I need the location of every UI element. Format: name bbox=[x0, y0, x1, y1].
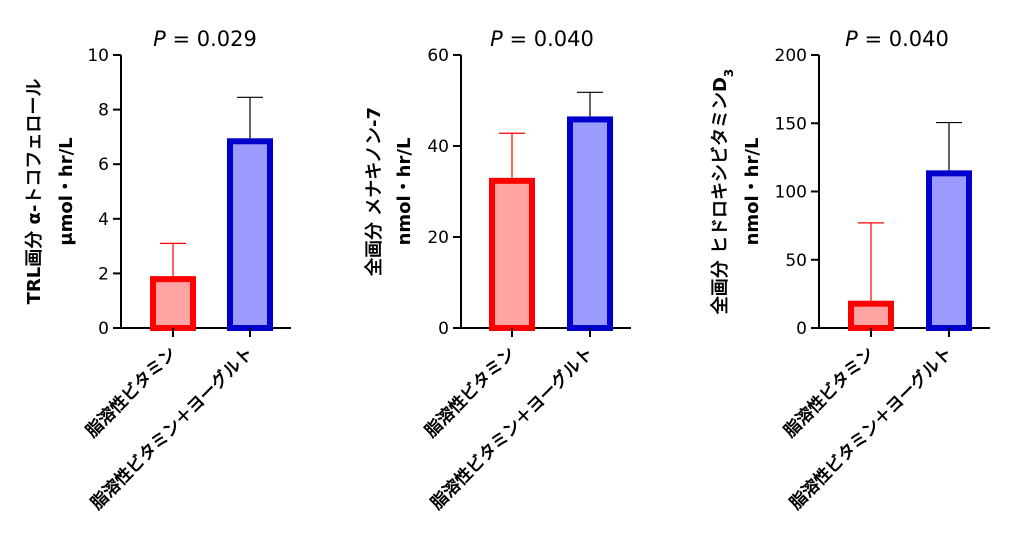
bar-2 bbox=[926, 170, 972, 331]
title-p-symbol: P bbox=[153, 27, 166, 51]
y-tick-label: 50 bbox=[785, 251, 807, 271]
x-category-label: 脂溶性ビタミン＋ヨーグルト bbox=[86, 343, 257, 514]
chart-panel-3: P = 0.040 0 50 100 150 200 全画分 ヒドロキシビタミンD3 nmol… bbox=[709, 27, 990, 514]
y-axis-unit-label: nmol・hr/L bbox=[742, 138, 763, 246]
y-tick-label: 60 bbox=[427, 46, 449, 66]
y-tick-label: 40 bbox=[427, 137, 449, 157]
x-category-label: 脂溶性ビタミン＋ヨーグルト bbox=[785, 343, 956, 514]
y-axis-label-subscript: 3 bbox=[722, 69, 736, 77]
y-axis-label: TRL画分 α-トコフェロール bbox=[24, 79, 45, 305]
chart-panel-2: P = 0.040 0 20 40 60 全画分 メナキノン-7 nmol・hr/L 脂溶性ビ… bbox=[363, 27, 631, 514]
y-tick-label: 0 bbox=[796, 319, 807, 339]
x-category-label: 脂溶性ビタミン＋ヨーグルト bbox=[426, 343, 597, 514]
y-axis-label: 全画分 ヒドロキシビタミンD3 bbox=[709, 69, 736, 316]
chart-title: P = 0.040 bbox=[490, 27, 594, 51]
y-tick-label: 100 bbox=[775, 183, 807, 203]
y-tick-label: 0 bbox=[98, 319, 109, 339]
y-axis-label: 全画分 メナキノン-7 bbox=[363, 107, 385, 277]
y-tick-label: 4 bbox=[98, 210, 109, 230]
y-tick-label: 2 bbox=[98, 264, 109, 284]
bar-2 bbox=[567, 116, 613, 331]
y-axis-unit-label: μmol・hr/L bbox=[56, 137, 77, 245]
title-p-value: = 0.040 bbox=[503, 27, 594, 51]
y-tick-label: 150 bbox=[775, 114, 807, 134]
title-p-value: = 0.040 bbox=[858, 27, 949, 51]
bar-1 bbox=[489, 177, 535, 331]
y-tick-label: 6 bbox=[98, 155, 109, 175]
y-tick-label: 8 bbox=[98, 101, 109, 121]
y-axis-unit-label: nmol・hr/L bbox=[394, 138, 415, 246]
chart-title: P = 0.040 bbox=[845, 27, 949, 51]
title-p-symbol: P bbox=[845, 27, 858, 51]
y-tick-label: 0 bbox=[438, 319, 449, 339]
y-tick-label: 20 bbox=[427, 228, 449, 248]
bar-1 bbox=[848, 300, 894, 332]
y-tick-label: 10 bbox=[87, 46, 109, 66]
title-p-symbol: P bbox=[490, 27, 503, 51]
bar-2 bbox=[227, 138, 273, 331]
chart-title: P = 0.029 bbox=[153, 27, 257, 51]
bar-1 bbox=[150, 276, 196, 332]
title-p-value: = 0.029 bbox=[166, 27, 257, 51]
chart-panel-1: P = 0.029 0 2 4 6 8 10 TRL画分 α-トコフェロール μmol・hr/L… bbox=[24, 27, 291, 514]
y-tick-label: 200 bbox=[775, 46, 807, 66]
